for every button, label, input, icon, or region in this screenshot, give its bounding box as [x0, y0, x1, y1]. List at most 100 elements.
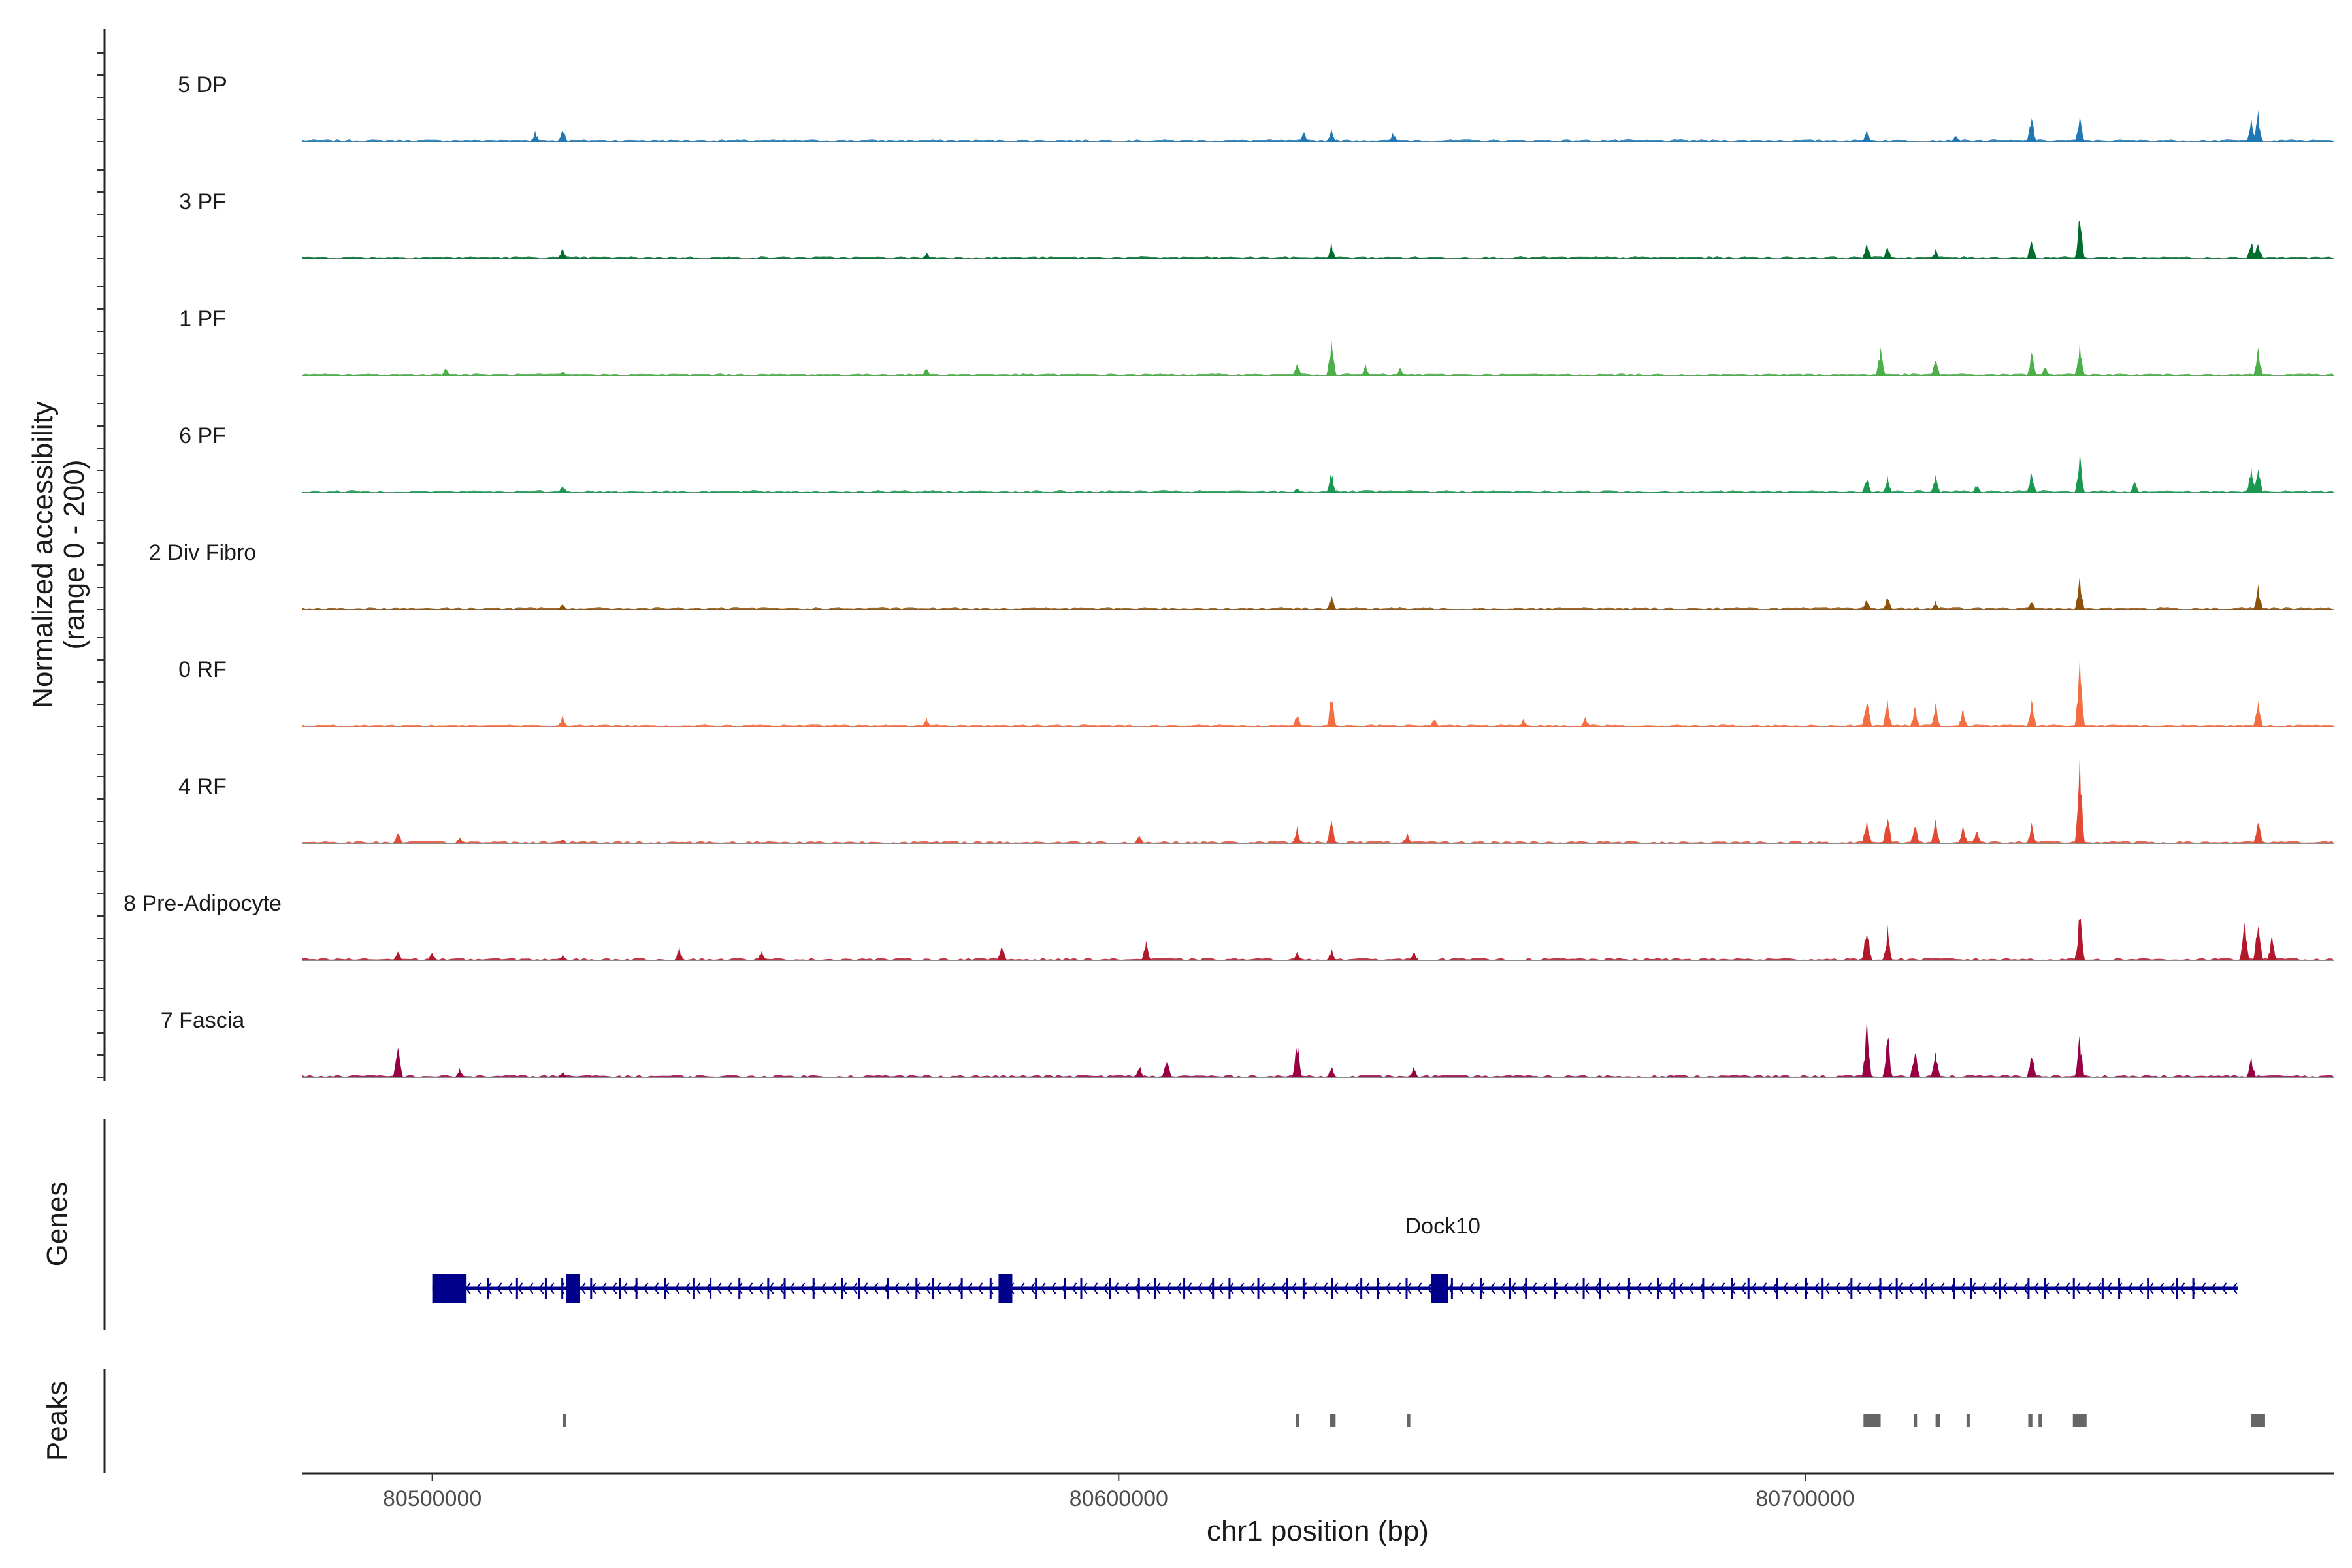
track-background-signal: [302, 607, 2334, 610]
strand-arrow: [2054, 1282, 2060, 1294]
strand-arrow: [1416, 1282, 1422, 1294]
y-axis-title-line: Normalized accessibility: [27, 401, 59, 708]
strand-arrow: [1761, 1282, 1767, 1294]
coverage-peak: [1882, 598, 1893, 610]
strand-arrow: [727, 1282, 732, 1294]
strand-arrow: [2127, 1282, 2133, 1294]
strand-arrow: [674, 1282, 680, 1294]
coverage-peak: [2026, 822, 2037, 843]
exon-mark: [1582, 1278, 1585, 1299]
coverage-peak: [1861, 819, 1872, 843]
strand-arrow: [1218, 1282, 1224, 1294]
exon-mark: [1599, 1278, 1601, 1299]
exon-mark: [1450, 1278, 1453, 1299]
strand-arrow: [1082, 1282, 1088, 1294]
strand-arrow: [2002, 1282, 2008, 1294]
exon-mark: [1183, 1278, 1186, 1299]
strand-arrow: [1636, 1282, 1642, 1294]
peak-region: [2038, 1414, 2042, 1427]
coverage-peak: [921, 717, 932, 727]
strand-arrow: [1887, 1282, 1893, 1294]
coverage-peak: [2074, 453, 2085, 493]
strand-arrow: [507, 1282, 513, 1294]
exon-mark: [1405, 1278, 1408, 1299]
strand-arrow: [1814, 1282, 1820, 1294]
strand-arrow: [2012, 1282, 2018, 1294]
coverage-peak: [2074, 575, 2085, 610]
strand-arrow: [517, 1282, 523, 1294]
coverage-peak: [2074, 220, 2085, 259]
exon-mark: [664, 1278, 666, 1299]
coverage-peak: [1292, 716, 1303, 727]
strand-arrow: [789, 1282, 795, 1294]
strand-arrow: [1030, 1282, 1036, 1294]
coverage-peak: [1409, 953, 1420, 960]
track-7-fascia: 7 Fascia: [161, 1008, 2334, 1078]
coverage-peak: [393, 951, 404, 960]
coverage-peak: [756, 951, 767, 960]
strand-arrow: [1908, 1282, 1914, 1294]
coverage-peak: [1292, 1047, 1303, 1077]
coverage-peak: [557, 1072, 568, 1077]
strand-arrow: [528, 1282, 534, 1294]
strand-arrow: [1793, 1282, 1799, 1294]
strand-arrow: [1772, 1282, 1778, 1294]
strand-arrow: [622, 1282, 628, 1294]
exon-mark: [1035, 1278, 1037, 1299]
strand-arrow: [1124, 1282, 1130, 1294]
exon-mark: [1821, 1278, 1824, 1299]
strand-arrow: [1145, 1282, 1151, 1294]
peak-region: [1407, 1414, 1411, 1427]
coverage-peak: [557, 604, 568, 610]
strand-arrow: [695, 1282, 701, 1294]
strand-arrow: [1281, 1282, 1286, 1294]
coverage-peak: [1861, 600, 1872, 610]
strand-arrow: [1584, 1282, 1590, 1294]
exon-mark: [932, 1278, 934, 1299]
strand-arrow: [1197, 1282, 1203, 1294]
coverage-peak: [393, 833, 404, 843]
strand-arrow: [1594, 1282, 1600, 1294]
exon-mark: [1554, 1278, 1556, 1299]
strand-arrow: [2138, 1282, 2144, 1294]
strand-arrow: [2033, 1282, 2039, 1294]
strand-arrow: [862, 1282, 868, 1294]
coverage-peak: [557, 954, 568, 960]
track-label: 7 Fascia: [161, 1008, 245, 1033]
strand-arrow: [549, 1282, 555, 1294]
coverage-peak: [1326, 819, 1337, 843]
strand-arrow: [1385, 1282, 1391, 1294]
x-tick-label: 80700000: [1756, 1486, 1854, 1511]
coverage-peak: [1861, 1019, 1872, 1077]
exon-mark: [1331, 1278, 1334, 1299]
strand-arrow: [1500, 1282, 1506, 1294]
track-8-pre-adipocyte: 8 Pre-Adipocyte: [123, 891, 2334, 961]
genes-panel-title: Genes: [41, 1182, 73, 1267]
strand-arrow: [2169, 1282, 2175, 1294]
coverage-peak: [1882, 924, 1893, 960]
strand-arrow: [1333, 1282, 1339, 1294]
strand-arrow: [1270, 1282, 1276, 1294]
strand-arrow: [612, 1282, 617, 1294]
coverage-peak: [2246, 244, 2257, 259]
exon-mark: [2147, 1278, 2149, 1299]
strand-arrow: [852, 1282, 858, 1294]
strand-arrow: [1322, 1282, 1328, 1294]
strand-arrow: [1782, 1282, 1788, 1294]
coverage-peak: [1861, 243, 1872, 259]
strand-arrow: [601, 1282, 607, 1294]
strand-arrow: [1751, 1282, 1757, 1294]
exon-mark: [1924, 1278, 1927, 1299]
strand-arrow: [977, 1282, 983, 1294]
track-label: 8 Pre-Adipocyte: [123, 891, 282, 916]
strand-arrow: [1469, 1282, 1475, 1294]
exon-mark: [887, 1278, 889, 1299]
coverage-peak: [2026, 352, 2037, 376]
strand-arrow: [1134, 1282, 1140, 1294]
exon-mark: [812, 1278, 815, 1299]
strand-arrow: [800, 1282, 806, 1294]
coverage-peak: [2026, 241, 2037, 259]
exon-mark: [1657, 1278, 1659, 1299]
gene-label: Dock10: [1405, 1214, 1480, 1239]
strand-arrow: [1573, 1282, 1579, 1294]
